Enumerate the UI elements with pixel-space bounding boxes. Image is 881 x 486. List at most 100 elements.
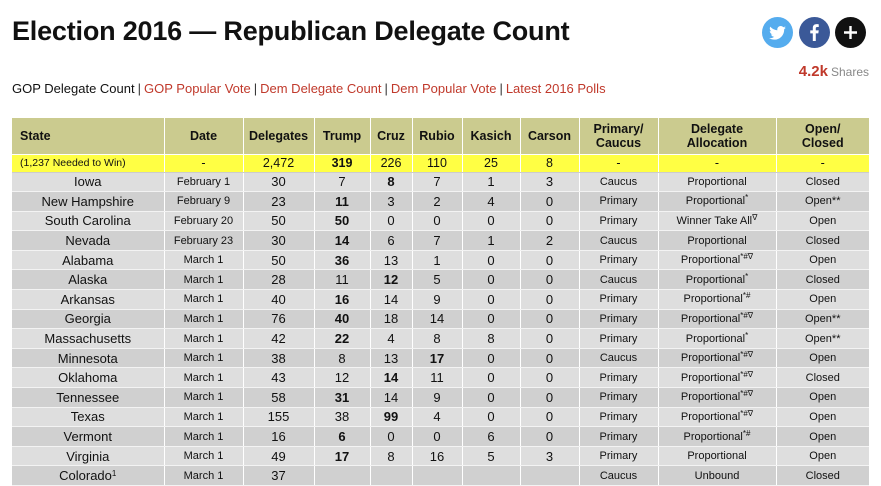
allocation-cell: Proportional*	[658, 269, 777, 291]
delegates-cell-text: 43	[271, 370, 286, 386]
primary-caucus-cell: Primary	[579, 367, 659, 389]
nav-current: GOP Delegate Count	[12, 81, 135, 96]
carson-cell-text: 2	[545, 233, 554, 249]
allocation-cell-text: Proportional	[685, 273, 746, 286]
kasich-cell-text: 0	[487, 389, 495, 405]
state-cell-text: Texas	[70, 409, 105, 425]
primary-caucus-cell-text: Primary	[599, 195, 638, 208]
allocation-cell-text: Proportional	[687, 175, 747, 188]
allocation-cell-text: Unbound	[694, 469, 740, 482]
state-cell-text: Virginia	[66, 448, 110, 464]
rubio-cell-text: 0	[433, 213, 441, 229]
primary-caucus-cell: Caucus	[579, 230, 659, 251]
open-closed-cell: Open	[776, 211, 869, 232]
open-closed-cell: Closed	[776, 367, 869, 389]
rubio-cell: 2	[412, 191, 463, 212]
carson-cell: 0	[520, 309, 580, 330]
kasich-cell-text: 1	[487, 233, 495, 249]
kasich-cell-text: 5	[487, 448, 495, 464]
nav-link-dem-delegate-count[interactable]: Dem Delegate Count	[260, 81, 382, 96]
date-cell-text: March 1	[183, 332, 224, 345]
kasich-cell: 0	[462, 269, 521, 291]
primary-caucus-cell: Caucus	[579, 172, 659, 193]
rubio-cell: 1	[412, 250, 463, 271]
state-cell-text: Georgia	[64, 311, 111, 327]
carson-cell-text: 0	[545, 311, 554, 327]
delegates-cell-text: 30	[271, 233, 286, 249]
rubio-cell-text: 1	[433, 252, 441, 268]
rubio-cell: 9	[412, 387, 463, 408]
open-closed-cell-text: Closed	[805, 371, 840, 384]
carson-cell-text: 0	[545, 252, 554, 268]
allocation-cell: Proportional*#∇	[658, 367, 777, 389]
rubio-cell: 0	[412, 426, 463, 447]
needed-delegates: 2,472	[243, 153, 315, 173]
delegates-cell: 16	[243, 426, 315, 447]
open-closed-cell-text: Closed	[805, 234, 840, 247]
state-cell-text: Vermont	[63, 429, 112, 445]
nav-link-gop-popular-vote[interactable]: GOP Popular Vote	[144, 81, 251, 96]
date-cell: March 1	[164, 289, 244, 310]
allocation-cell-text: Proportional	[683, 293, 743, 306]
date-cell-text: March 1	[183, 450, 224, 463]
rubio-cell-text: 17	[429, 350, 445, 366]
carson-cell: 3	[520, 172, 580, 193]
carson-cell-text: 3	[545, 174, 554, 190]
open-closed-cell-text: Open	[809, 293, 837, 306]
carson-cell-text: 0	[545, 193, 554, 209]
delegates-cell-text: 23	[271, 193, 286, 209]
kasich-cell: 0	[462, 367, 521, 389]
kasich-cell-text: 6	[487, 429, 495, 445]
header-open-line1: Open/	[805, 121, 841, 136]
delegates-cell-text: 16	[271, 429, 286, 445]
allocation-cell-text: Proportional	[680, 371, 741, 384]
more-share-button[interactable]	[835, 17, 866, 48]
carson-cell-text: 0	[545, 409, 554, 425]
total-trump: 319	[314, 153, 371, 173]
rubio-cell: 14	[412, 309, 463, 330]
delegates-cell-text: 37	[271, 468, 286, 484]
nav-separator: |	[499, 81, 503, 96]
allocation-cell: Proportional*#∇	[658, 387, 777, 408]
state-cell: Vermont	[12, 426, 165, 447]
delegates-cell: 155	[243, 407, 315, 428]
delegates-cell: 38	[243, 348, 315, 369]
total-kasich: 25	[462, 153, 521, 173]
open-closed-cell-text: Open	[809, 450, 837, 463]
facebook-share-button[interactable]	[799, 17, 830, 48]
cruz-cell: 13	[370, 250, 413, 271]
nav-link-latest-polls[interactable]: Latest 2016 Polls	[505, 81, 606, 96]
primary-caucus-cell-text: Primary	[599, 293, 638, 306]
nav-link-dem-popular-vote[interactable]: Dem Popular Vote	[390, 81, 497, 96]
kasich-cell-text: 1	[487, 174, 495, 190]
table-row: Colorado1 March 1 37 Caucus Unbound Closed	[12, 465, 869, 486]
carson-cell-text: 0	[545, 389, 554, 405]
date-cell-text: March 1	[183, 352, 224, 365]
table-row: Alabama March 1 50 36 13 1 0 0 Primary Proportion…	[12, 250, 869, 271]
rubio-cell: 5	[412, 269, 463, 291]
open-closed-cell: Closed	[776, 269, 869, 291]
state-cell: Georgia	[12, 309, 165, 330]
kasich-cell-text: 0	[487, 252, 495, 268]
table-row: Iowa February 1 30 7 8 7 1 3 Caucus Proportional C…	[12, 172, 869, 193]
twitter-share-button[interactable]	[762, 17, 793, 48]
rubio-cell: 9	[412, 289, 463, 310]
kasich-cell-text: 0	[487, 291, 495, 307]
cruz-cell-text: 12	[383, 272, 399, 288]
rubio-cell: 7	[412, 230, 463, 251]
rubio-cell: 0	[412, 211, 463, 232]
primary-caucus-cell: Primary	[579, 191, 659, 212]
total-rubio: 110	[412, 153, 463, 173]
carson-cell: 3	[520, 446, 580, 467]
delegates-cell-text: 58	[271, 389, 286, 405]
delegates-cell: 43	[243, 367, 315, 389]
carson-cell-text: 0	[545, 331, 554, 347]
open-closed-cell-text: Open	[809, 352, 837, 365]
carson-cell: 0	[520, 191, 580, 212]
cruz-cell: 0	[370, 426, 413, 447]
delegates-cell-text: 38	[271, 350, 286, 366]
table-row: Tennessee March 1 58 31 14 9 0 0 Primary Proporti…	[12, 387, 869, 408]
delegates-cell: 28	[243, 269, 315, 291]
allocation-cell-text: Proportional	[680, 391, 741, 404]
cruz-cell: 14	[370, 387, 413, 408]
